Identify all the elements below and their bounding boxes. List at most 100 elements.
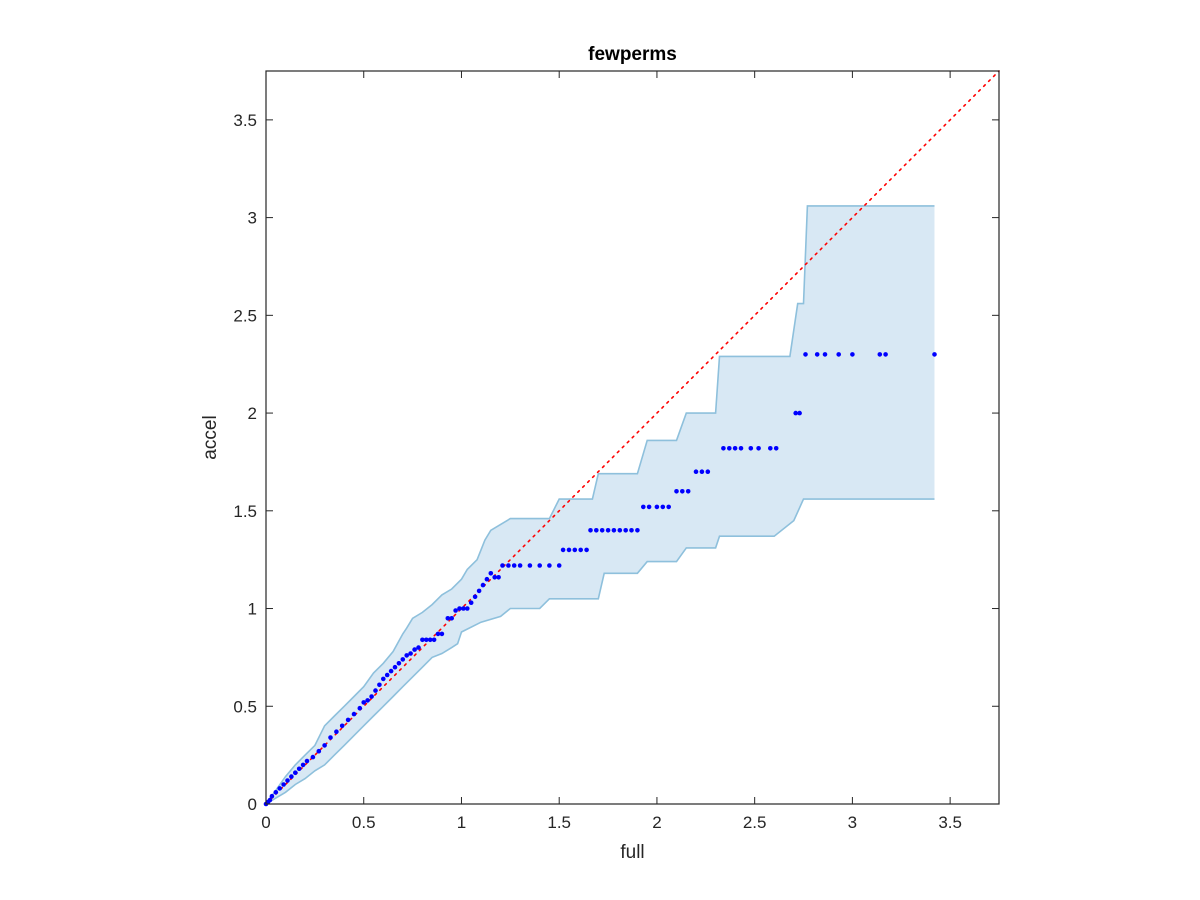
- data-point: [654, 504, 660, 510]
- data-point: [506, 563, 511, 568]
- data-point: [289, 774, 294, 779]
- band-lower-edge: [265, 498, 935, 805]
- y-tick-label: 3: [248, 209, 257, 228]
- data-point: [388, 668, 394, 674]
- data-point: [537, 563, 542, 568]
- data-point: [803, 352, 808, 357]
- data-point: [316, 748, 322, 754]
- data-point: [465, 606, 470, 611]
- data-point: [496, 575, 501, 580]
- data-point: [296, 766, 302, 772]
- confidence-band-layer: [265, 205, 935, 805]
- reference-line-layer: [265, 70, 1000, 805]
- data-point: [511, 563, 517, 568]
- data-point: [427, 637, 433, 643]
- data-point: [680, 489, 685, 494]
- x-axis-label: full: [620, 842, 644, 863]
- data-point: [384, 672, 390, 678]
- data-point: [449, 616, 455, 621]
- data-point: [334, 729, 339, 734]
- data-point: [566, 547, 572, 553]
- data-point: [732, 446, 738, 451]
- data-point: [293, 770, 298, 775]
- data-point: [660, 504, 666, 510]
- data-point: [646, 504, 652, 510]
- data-point: [768, 446, 773, 451]
- data-point: [361, 700, 367, 705]
- data-point: [339, 723, 345, 729]
- data-point: [594, 528, 599, 533]
- data-point: [431, 637, 437, 643]
- data-point: [396, 661, 402, 666]
- data-point: [377, 682, 382, 688]
- x-tick-label: 0.5: [352, 813, 376, 832]
- data-point: [547, 563, 552, 568]
- y-tick-label: 2: [248, 404, 257, 423]
- data-point: [635, 528, 640, 533]
- data-point: [588, 528, 593, 533]
- data-point: [836, 352, 841, 357]
- data-point: [400, 657, 406, 662]
- data-point: [578, 547, 583, 553]
- data-point: [480, 582, 486, 588]
- data-point: [797, 410, 802, 416]
- data-point: [439, 631, 445, 637]
- data-point: [527, 563, 533, 568]
- data-point: [500, 563, 505, 568]
- data-point: [556, 563, 562, 568]
- data-point: [756, 446, 761, 451]
- axes-box: [265, 70, 1000, 805]
- data-point: [453, 608, 458, 613]
- data-point: [328, 735, 333, 740]
- x-tick-label: 2: [652, 813, 661, 832]
- data-point: [345, 717, 351, 723]
- x-tick-label: 1.5: [547, 813, 571, 832]
- data-point: [814, 352, 820, 357]
- data-point: [721, 446, 726, 451]
- data-point: [685, 489, 691, 494]
- data-point: [408, 651, 413, 656]
- x-tick-label: 0: [261, 813, 270, 832]
- data-point: [693, 469, 699, 475]
- data-point: [457, 606, 462, 611]
- y-tick-label: 1.5: [233, 502, 257, 521]
- y-axis-ticks: 0 0.5 1 1.5 2 2.5 3 3.5: [233, 111, 999, 814]
- data-point: [517, 563, 523, 568]
- y-tick-label: 2.5: [233, 306, 257, 325]
- band-upper-edge: [265, 205, 935, 805]
- data-point: [617, 528, 623, 533]
- chart-title: fewperms: [588, 44, 677, 65]
- data-point: [304, 758, 310, 764]
- data-point: [572, 547, 578, 553]
- data-point: [666, 504, 671, 510]
- data-point: [445, 616, 451, 621]
- data-point: [560, 547, 566, 553]
- data-point: [488, 571, 494, 576]
- data-point: [468, 600, 474, 605]
- y-tick-label: 0.5: [233, 697, 257, 716]
- data-point: [404, 653, 410, 658]
- data-point: [611, 528, 617, 533]
- data-point: [357, 705, 363, 711]
- x-tick-label: 2.5: [743, 813, 767, 832]
- y-axis-label: accel: [200, 415, 221, 459]
- x-tick-label: 1: [457, 813, 466, 832]
- data-point: [883, 352, 888, 357]
- x-axis-ticks: 0 0.5 1 1.5 2 2.5 3 3.5: [261, 71, 962, 832]
- y-tick-label: 3.5: [233, 111, 257, 130]
- data-point: [599, 528, 605, 533]
- data-point: [412, 647, 417, 652]
- data-point: [424, 637, 429, 643]
- data-point: [738, 446, 744, 451]
- data-point: [727, 446, 732, 451]
- data-point: [623, 528, 628, 533]
- data-point: [273, 790, 279, 795]
- y-tick-label: 1: [248, 600, 257, 619]
- data-point: [281, 782, 286, 787]
- y-tick-label: 0: [248, 795, 257, 814]
- data-point: [476, 588, 482, 594]
- data-point: [300, 762, 306, 768]
- data-point: [269, 793, 275, 799]
- data-point: [381, 676, 386, 682]
